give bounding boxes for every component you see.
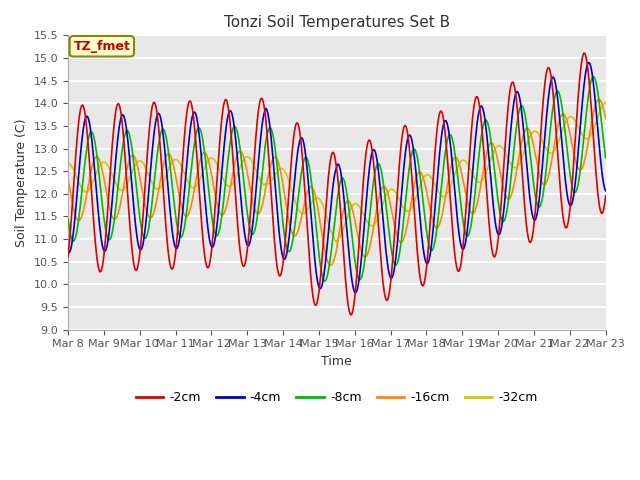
- -16cm: [419, 172, 426, 178]
- Line: -2cm: -2cm: [68, 53, 605, 315]
- -4cm: [602, 188, 609, 193]
- -8cm: [602, 155, 609, 161]
- -8cm: [321, 278, 328, 284]
- -2cm: [403, 126, 411, 132]
- Line: -8cm: -8cm: [68, 77, 605, 281]
- -2cm: [184, 105, 191, 110]
- Y-axis label: Soil Temperature (C): Soil Temperature (C): [15, 118, 28, 247]
- Line: -16cm: -16cm: [68, 99, 605, 265]
- -32cm: [419, 177, 426, 183]
- -2cm: [64, 254, 72, 260]
- Title: Tonzi Soil Temperatures Set B: Tonzi Soil Temperatures Set B: [224, 15, 450, 30]
- -32cm: [602, 99, 609, 105]
- -32cm: [64, 161, 72, 167]
- -16cm: [326, 263, 334, 268]
- -16cm: [403, 224, 411, 230]
- -16cm: [74, 217, 81, 223]
- -16cm: [602, 116, 609, 121]
- -4cm: [212, 230, 220, 236]
- -8cm: [74, 223, 81, 229]
- X-axis label: Time: Time: [321, 355, 352, 368]
- -16cm: [64, 177, 72, 182]
- -16cm: [212, 196, 220, 202]
- -2cm: [74, 128, 81, 134]
- -32cm: [74, 177, 81, 182]
- -8cm: [403, 186, 411, 192]
- -2cm: [347, 312, 355, 318]
- -16cm: [595, 96, 603, 102]
- -8cm: [184, 200, 191, 206]
- Text: TZ_fmet: TZ_fmet: [74, 40, 131, 53]
- -8cm: [419, 193, 426, 199]
- Line: -32cm: -32cm: [68, 102, 605, 242]
- -2cm: [212, 191, 220, 197]
- -32cm: [212, 160, 220, 166]
- -16cm: [184, 213, 191, 218]
- Legend: -2cm, -4cm, -8cm, -16cm, -32cm: -2cm, -4cm, -8cm, -16cm, -32cm: [131, 386, 543, 409]
- -32cm: [184, 178, 191, 184]
- -32cm: [333, 239, 340, 245]
- -8cm: [590, 74, 598, 80]
- -32cm: [403, 208, 411, 214]
- -32cm: [129, 167, 137, 173]
- -4cm: [64, 249, 72, 255]
- -8cm: [64, 216, 72, 222]
- Line: -4cm: -4cm: [68, 63, 605, 293]
- -4cm: [129, 196, 137, 202]
- -2cm: [602, 193, 609, 199]
- -2cm: [580, 50, 588, 56]
- -4cm: [184, 151, 191, 157]
- -2cm: [129, 256, 137, 262]
- -2cm: [419, 283, 426, 288]
- -8cm: [129, 154, 137, 160]
- -4cm: [74, 183, 81, 189]
- -8cm: [212, 232, 220, 238]
- -16cm: [129, 153, 137, 158]
- -4cm: [584, 60, 592, 66]
- -4cm: [403, 141, 411, 146]
- -4cm: [419, 240, 426, 245]
- -4cm: [351, 290, 359, 296]
